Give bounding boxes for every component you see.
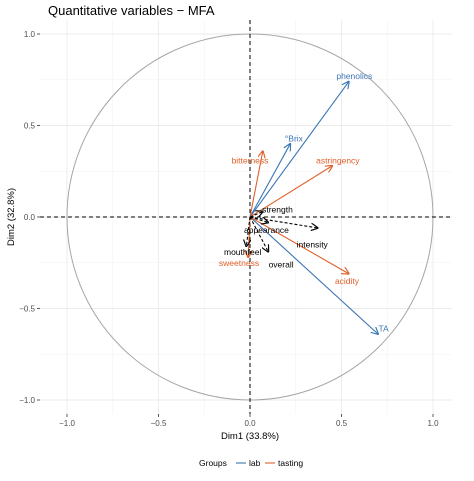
y-tick-label: −0.5 <box>19 305 35 314</box>
x-tick-label: −1.0 <box>59 419 75 428</box>
arrow-intensity <box>249 216 318 228</box>
y-axis-label: Dim2 (32.8%) <box>6 188 17 246</box>
y-tick-label: 0.5 <box>24 122 36 131</box>
legend-label-lab: lab <box>249 458 261 468</box>
x-axis-label: Dim1 (33.8%) <box>221 431 279 442</box>
label-acidity: acidity <box>335 276 360 286</box>
y-axis-ticks: −1.0 −0.5 0.0 0.5 1.0 <box>19 30 40 405</box>
x-tick-label: 1.0 <box>427 419 439 428</box>
label-strength: strength <box>262 205 293 215</box>
chart-title: Quantitative variables − MFA <box>48 3 215 18</box>
label-brix: °Brix <box>285 133 304 143</box>
arrow-overall <box>249 216 268 252</box>
label-overall: overall <box>269 260 294 270</box>
y-tick-label: 1.0 <box>24 30 36 39</box>
label-sweetness: sweetness <box>219 258 259 268</box>
x-tick-label: −0.5 <box>151 419 167 428</box>
label-ta: TA <box>378 324 389 334</box>
y-tick-label: 0.0 <box>24 213 36 222</box>
label-bitterness: bitterness <box>232 155 269 165</box>
label-phenolics: phenolics <box>336 71 372 81</box>
y-tick-label: −1.0 <box>19 396 35 405</box>
arrow-ta <box>249 216 378 334</box>
variable-labels: phenolics °Brix TA bitterness astringency aci… <box>219 71 389 334</box>
label-intensity: intensity <box>297 239 329 249</box>
legend-title: Groups <box>199 458 227 468</box>
label-appearance: appearance <box>244 225 289 235</box>
x-tick-label: 0.0 <box>244 419 256 428</box>
x-tick-label: 0.5 <box>336 419 348 428</box>
arrow-appearance <box>249 216 268 222</box>
legend: Groups lab tasting <box>199 458 303 468</box>
label-mouthfeel: mouthfeel <box>224 247 261 257</box>
legend-label-tasting: tasting <box>278 458 303 468</box>
label-astringency: astringency <box>316 155 360 165</box>
arrow-bitterness <box>249 151 263 218</box>
arrow-brix <box>249 144 290 218</box>
arrow-acidity <box>249 216 349 274</box>
arrow-phenolics <box>249 82 349 218</box>
arrow-strength <box>249 212 263 217</box>
x-axis-ticks: −1.0 −0.5 0.0 0.5 1.0 <box>59 414 439 428</box>
variable-arrows <box>246 82 378 335</box>
arrow-astringency <box>249 166 332 218</box>
